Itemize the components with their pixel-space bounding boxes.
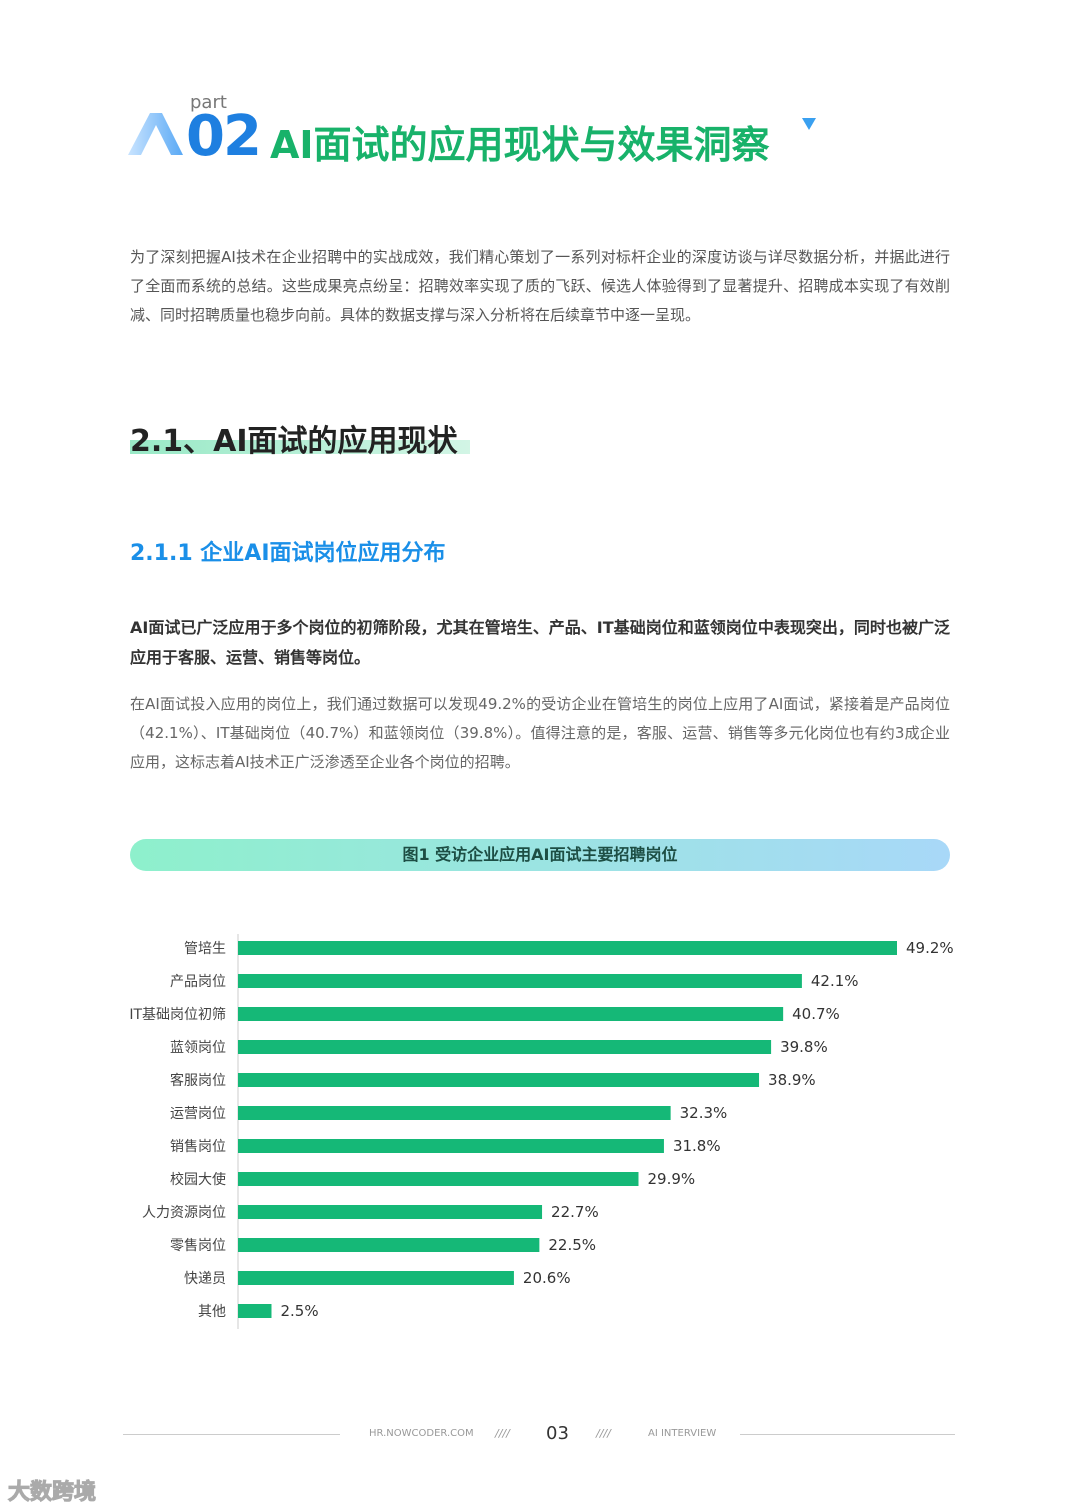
- footer-tag: AI INTERVIEW: [648, 1428, 717, 1439]
- value-label: 31.8%: [673, 1137, 721, 1155]
- title-triangle: [802, 118, 816, 130]
- footer-rule: [123, 1434, 340, 1435]
- value-label: 40.7%: [792, 1005, 840, 1023]
- value-label: 39.8%: [780, 1038, 828, 1056]
- footer-divider: ////: [495, 1427, 510, 1440]
- value-label: 22.7%: [551, 1203, 599, 1221]
- bar: [238, 1073, 760, 1087]
- bar: [238, 941, 897, 955]
- footer-divider: ////: [596, 1427, 611, 1440]
- value-label: 49.2%: [906, 939, 954, 957]
- subsection-heading: 2.1.1 企业AI面试岗位应用分布: [130, 541, 446, 566]
- bar: [238, 1007, 784, 1021]
- category-label: 产品岗位: [170, 974, 226, 990]
- category-label: 蓝领岗位: [170, 1040, 226, 1056]
- section-highlight: [130, 440, 470, 454]
- category-label: 快递员: [184, 1271, 226, 1287]
- category-label: 校园大使: [170, 1171, 226, 1188]
- header-logo-shape: [128, 113, 183, 155]
- bar: [238, 1139, 664, 1153]
- lead-paragraph: AI面试已广泛应用于多个岗位的初筛阶段，尤其在管培生、产品、IT基础岗位和蓝领岗…: [130, 618, 950, 667]
- page-title: AI面试的应用现状与效果洞察: [270, 123, 770, 167]
- bar: [238, 1040, 772, 1054]
- category-label: 销售岗位: [170, 1139, 226, 1155]
- part-number: 02: [186, 104, 262, 169]
- value-label: 20.6%: [523, 1269, 571, 1287]
- page-number: 03: [546, 1423, 569, 1444]
- intro-paragraph: 为了深刻把握AI技术在企业招聘中的实战成效，我们精心策划了一系列对标杆企业的深度…: [130, 248, 950, 324]
- category-label: 运营岗位: [170, 1106, 226, 1122]
- chart-title: 图1 受访企业应用AI面试主要招聘岗位: [130, 839, 950, 871]
- value-label: 38.9%: [768, 1071, 816, 1089]
- value-label: 42.1%: [811, 972, 859, 990]
- category-label: 人力资源岗位: [142, 1205, 226, 1221]
- category-label: 其他: [198, 1304, 226, 1320]
- bar: [238, 1106, 671, 1120]
- bar: [238, 1205, 543, 1219]
- category-label: 管培生: [184, 941, 226, 957]
- value-label: 22.5%: [548, 1236, 596, 1254]
- bar: [238, 974, 802, 988]
- value-label: 2.5%: [280, 1302, 318, 1320]
- bar: [238, 1172, 639, 1186]
- category-label: 零售岗位: [170, 1238, 226, 1254]
- footer-site: HR.NOWCODER.COM: [369, 1428, 474, 1439]
- chart: 管培生 49.2% 产品岗位 42.1% IT基础岗位初筛 40.7% 蓝领岗位 39.8% 客…: [129, 934, 954, 1329]
- value-label: 29.9%: [647, 1170, 695, 1188]
- part-label: part: [190, 92, 227, 113]
- bar: [238, 1271, 514, 1285]
- body-paragraph: 在AI面试投入应用的岗位上，我们通过数据可以发现49.2%的受访企业在管培生的岗…: [130, 695, 950, 771]
- section-heading: 2.1、AI面试的应用现状: [130, 424, 458, 459]
- watermark: 大数跨境: [7, 1480, 97, 1506]
- category-label: 客服岗位: [170, 1072, 226, 1089]
- value-label: 32.3%: [680, 1104, 728, 1122]
- bar: [238, 1238, 540, 1252]
- category-label: IT基础岗位初筛: [129, 1006, 226, 1023]
- footer-rule: [740, 1434, 955, 1435]
- bar: [238, 1304, 272, 1318]
